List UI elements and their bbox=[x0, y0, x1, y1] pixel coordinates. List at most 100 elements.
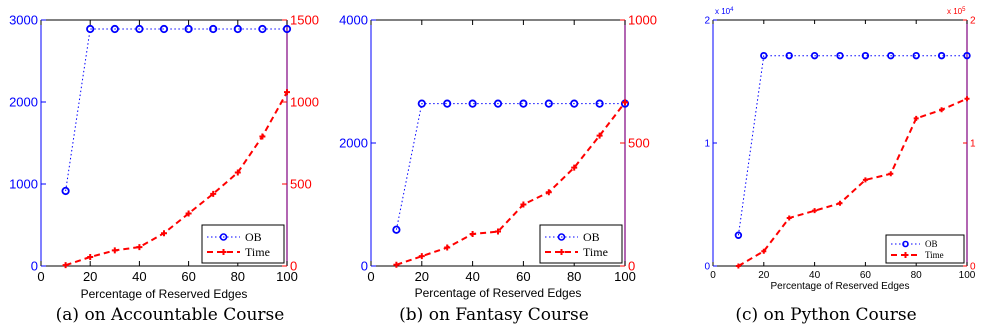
caption-c: (c) on Python Course bbox=[735, 305, 917, 325]
y-left-tick-label: 4000 bbox=[339, 13, 368, 28]
series-point-ob bbox=[443, 99, 452, 108]
series-point-ob bbox=[61, 186, 70, 196]
series-point-time bbox=[469, 231, 476, 238]
series-point-ob bbox=[544, 99, 553, 108]
series-point-ob bbox=[159, 24, 169, 34]
legend-box bbox=[885, 234, 965, 264]
x-tick-label: 40 bbox=[809, 270, 821, 281]
series-point-time bbox=[87, 253, 94, 260]
series-point-ob bbox=[519, 99, 528, 108]
y-left-tick-label: 3000 bbox=[9, 13, 38, 28]
series-line-time bbox=[396, 101, 626, 266]
series-point-ob bbox=[887, 51, 895, 60]
series-point-time bbox=[259, 133, 266, 140]
legend-box bbox=[539, 224, 623, 264]
series-point-ob bbox=[209, 24, 218, 34]
y-right-tick-label: 1000 bbox=[628, 13, 657, 28]
series-line-ob bbox=[395, 103, 625, 230]
chart-panel-2: 0 20 40 60 80 10002000400005001000Percentage … bbox=[339, 13, 657, 300]
series-point-ob bbox=[135, 24, 144, 34]
series-line-ob bbox=[737, 55, 967, 236]
legend-label-time: Time bbox=[245, 245, 270, 259]
series-point-ob bbox=[836, 51, 844, 60]
y-right-tick-label: 500 bbox=[628, 136, 650, 151]
series-point-time bbox=[495, 228, 501, 235]
x-tick-label: 20 bbox=[415, 269, 429, 284]
chart-panel-1: 0 20 40 60 80 1000100020003000050010001500Per… bbox=[9, 13, 319, 301]
series-point-ob bbox=[861, 51, 870, 60]
series-point-ob bbox=[233, 24, 242, 34]
series-point-time bbox=[234, 169, 241, 176]
y-right-tick-label: 0 bbox=[628, 259, 635, 274]
series-point-time bbox=[393, 261, 400, 268]
y-left-tick-label: 2000 bbox=[339, 136, 368, 151]
series-point-ob bbox=[392, 225, 401, 234]
series-point-time bbox=[520, 201, 527, 208]
x-tick-label: 0 bbox=[367, 269, 374, 284]
x-tick-label: 20 bbox=[83, 269, 97, 284]
x-tick-label: 80 bbox=[911, 270, 923, 281]
x-tick-label: 60 bbox=[516, 269, 530, 284]
x-axis-label: Percentage of Reserved Edges bbox=[771, 281, 910, 292]
x-tick-label: 0 bbox=[37, 269, 44, 284]
series-point-time bbox=[964, 96, 970, 102]
series-point-ob bbox=[734, 231, 743, 239]
x-tick-label: 20 bbox=[758, 270, 770, 281]
y-right-tick-label: 1500 bbox=[290, 13, 319, 28]
x-tick-label: 100 bbox=[959, 270, 976, 281]
y-left-multiplier: x 104 bbox=[715, 7, 734, 16]
series-point-ob bbox=[912, 51, 920, 60]
legend-marker-time bbox=[902, 252, 909, 258]
series-point-ob bbox=[937, 51, 946, 60]
series-point-time bbox=[418, 253, 425, 260]
y-left-tick-label: 1000 bbox=[9, 177, 38, 192]
legend-label-ob: OB bbox=[925, 239, 938, 249]
series-point-time bbox=[185, 210, 192, 217]
series-point-time bbox=[596, 132, 603, 139]
series-point-time bbox=[571, 164, 578, 171]
y-right-tick-label: 1 bbox=[970, 139, 976, 150]
series-point-time bbox=[888, 171, 894, 177]
series-point-time bbox=[622, 99, 628, 106]
x-tick-label: 100 bbox=[276, 269, 298, 284]
y-right-tick-label: 0 bbox=[290, 259, 297, 274]
legend-label-ob: OB bbox=[583, 230, 600, 244]
series-point-ob bbox=[595, 99, 604, 108]
legend-marker-ob bbox=[219, 233, 228, 241]
series-line-time bbox=[65, 91, 288, 267]
legend-marker-ob bbox=[557, 233, 566, 241]
series-point-time bbox=[111, 247, 118, 254]
series-point-ob bbox=[570, 99, 579, 108]
series-point-ob bbox=[258, 24, 267, 34]
series-point-ob bbox=[184, 24, 193, 34]
x-tick-label: 100 bbox=[614, 269, 636, 284]
y-left-tick-label: 1 bbox=[704, 139, 710, 150]
series-point-ob bbox=[963, 51, 971, 60]
legend-marker-time bbox=[220, 249, 227, 255]
series-point-time bbox=[161, 230, 167, 237]
series-point-ob bbox=[468, 99, 477, 108]
series-point-ob bbox=[282, 24, 292, 34]
y-right-tick-label: 1000 bbox=[290, 95, 319, 110]
series-line-ob bbox=[65, 28, 287, 192]
series-point-ob bbox=[417, 99, 426, 108]
legend-box bbox=[201, 224, 285, 264]
x-tick-label: 60 bbox=[860, 270, 872, 281]
legend-marker-time bbox=[558, 249, 565, 255]
series-point-time bbox=[862, 177, 868, 183]
series-point-ob bbox=[86, 24, 95, 34]
x-tick-label: 40 bbox=[132, 269, 146, 284]
y-right-tick-label: 2 bbox=[970, 16, 976, 27]
y-left-tick-label: 2 bbox=[704, 16, 710, 27]
series-point-time bbox=[837, 200, 843, 206]
y-left-tick-label: 0 bbox=[704, 262, 710, 273]
series-point-time bbox=[735, 263, 741, 269]
series-point-time bbox=[284, 89, 290, 96]
x-tick-label: 40 bbox=[465, 269, 479, 284]
y-left-tick-label: 0 bbox=[31, 259, 38, 274]
series-point-time bbox=[939, 107, 945, 113]
